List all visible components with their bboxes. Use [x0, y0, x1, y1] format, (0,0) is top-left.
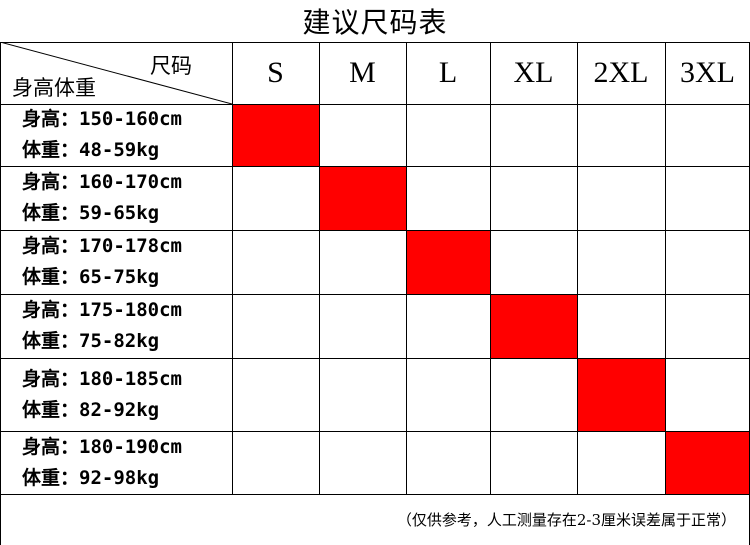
- grid-line: [0, 494, 750, 495]
- weight-range: 体重：48-59kg: [22, 139, 160, 161]
- row-label: 身高：180-190cm 体重：92-98kg: [0, 431, 232, 494]
- row-label: 身高：175-180cm 体重：75-82kg: [0, 294, 232, 358]
- grid-line: [232, 42, 233, 494]
- weight-range: 体重：59-65kg: [22, 202, 160, 224]
- size-header-3xl: 3XL: [680, 56, 735, 89]
- row-label: 身高：170-178cm 体重：65-75kg: [0, 230, 232, 294]
- grid-line: [0, 358, 750, 359]
- height-range: 身高：180-185cm: [22, 367, 182, 390]
- recommended-size-mark: [406, 230, 490, 294]
- grid-line: [0, 230, 750, 231]
- grid-line: [0, 294, 750, 295]
- grid-line: [0, 42, 1, 545]
- grid-line: [319, 42, 320, 494]
- weight-range: 体重：65-75kg: [22, 266, 160, 288]
- size-header-2xl: 2XL: [593, 56, 649, 89]
- grid-line: [490, 42, 491, 494]
- chart-title: 建议尺码表: [302, 6, 448, 39]
- grid-line: [0, 431, 750, 432]
- recommended-size-mark: [319, 166, 406, 230]
- size-header-s: S: [267, 56, 284, 89]
- size-header-xl: XL: [513, 56, 554, 89]
- weight-range: 体重：75-82kg: [22, 330, 160, 352]
- weight-range: 体重：82-92kg: [22, 398, 160, 421]
- height-range: 身高：160-170cm: [22, 171, 182, 193]
- corner-body-label: 身高体重: [12, 76, 96, 100]
- measurement-note: （仅供参考，人工测量存在2-3厘米误差属于正常）: [396, 511, 736, 529]
- corner-size-label: 尺码: [150, 54, 192, 78]
- size-header-m: M: [349, 56, 376, 89]
- row-label: 身高：150-160cm 体重：48-59kg: [0, 104, 232, 166]
- corner-diagonal: [0, 42, 232, 104]
- height-range: 身高：150-160cm: [22, 108, 182, 130]
- row-label: 身高：160-170cm 体重：59-65kg: [0, 166, 232, 230]
- grid-line: [577, 42, 578, 494]
- grid-line: [406, 42, 407, 494]
- grid-line: [0, 104, 750, 105]
- recommended-size-mark: [665, 431, 750, 494]
- recommended-size-mark: [490, 294, 577, 358]
- grid-line: [665, 42, 666, 494]
- grid-line: [0, 42, 750, 43]
- recommended-size-mark: [577, 358, 665, 431]
- height-range: 身高：170-178cm: [22, 235, 182, 257]
- recommended-size-mark: [232, 104, 319, 166]
- grid-line: [0, 166, 750, 167]
- weight-range: 体重：92-98kg: [22, 466, 160, 489]
- size-header-l: L: [438, 56, 458, 89]
- height-range: 身高：180-190cm: [22, 435, 182, 458]
- row-label: 身高：180-185cm 体重：82-92kg: [0, 358, 232, 431]
- height-range: 身高：175-180cm: [22, 299, 182, 321]
